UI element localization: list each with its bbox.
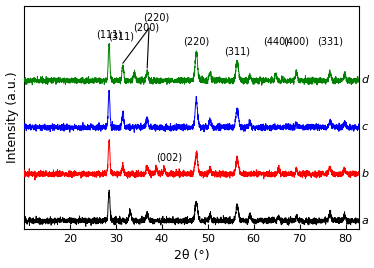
Text: (220): (220) bbox=[183, 37, 209, 47]
Text: (331): (331) bbox=[317, 36, 343, 46]
Text: (440): (440) bbox=[263, 36, 289, 46]
Text: c: c bbox=[362, 122, 368, 132]
X-axis label: 2θ (°): 2θ (°) bbox=[174, 250, 209, 262]
Text: a: a bbox=[362, 216, 368, 226]
Text: d: d bbox=[362, 76, 369, 85]
Text: (111): (111) bbox=[96, 30, 122, 40]
Text: (311): (311) bbox=[108, 32, 135, 42]
Text: (220): (220) bbox=[143, 12, 169, 22]
Text: (400): (400) bbox=[283, 36, 309, 46]
Text: b: b bbox=[362, 169, 369, 179]
Y-axis label: Intensity (a.u.): Intensity (a.u.) bbox=[6, 72, 19, 163]
Text: (200): (200) bbox=[133, 23, 159, 33]
Text: (002): (002) bbox=[156, 152, 182, 162]
Text: (311): (311) bbox=[224, 46, 250, 56]
